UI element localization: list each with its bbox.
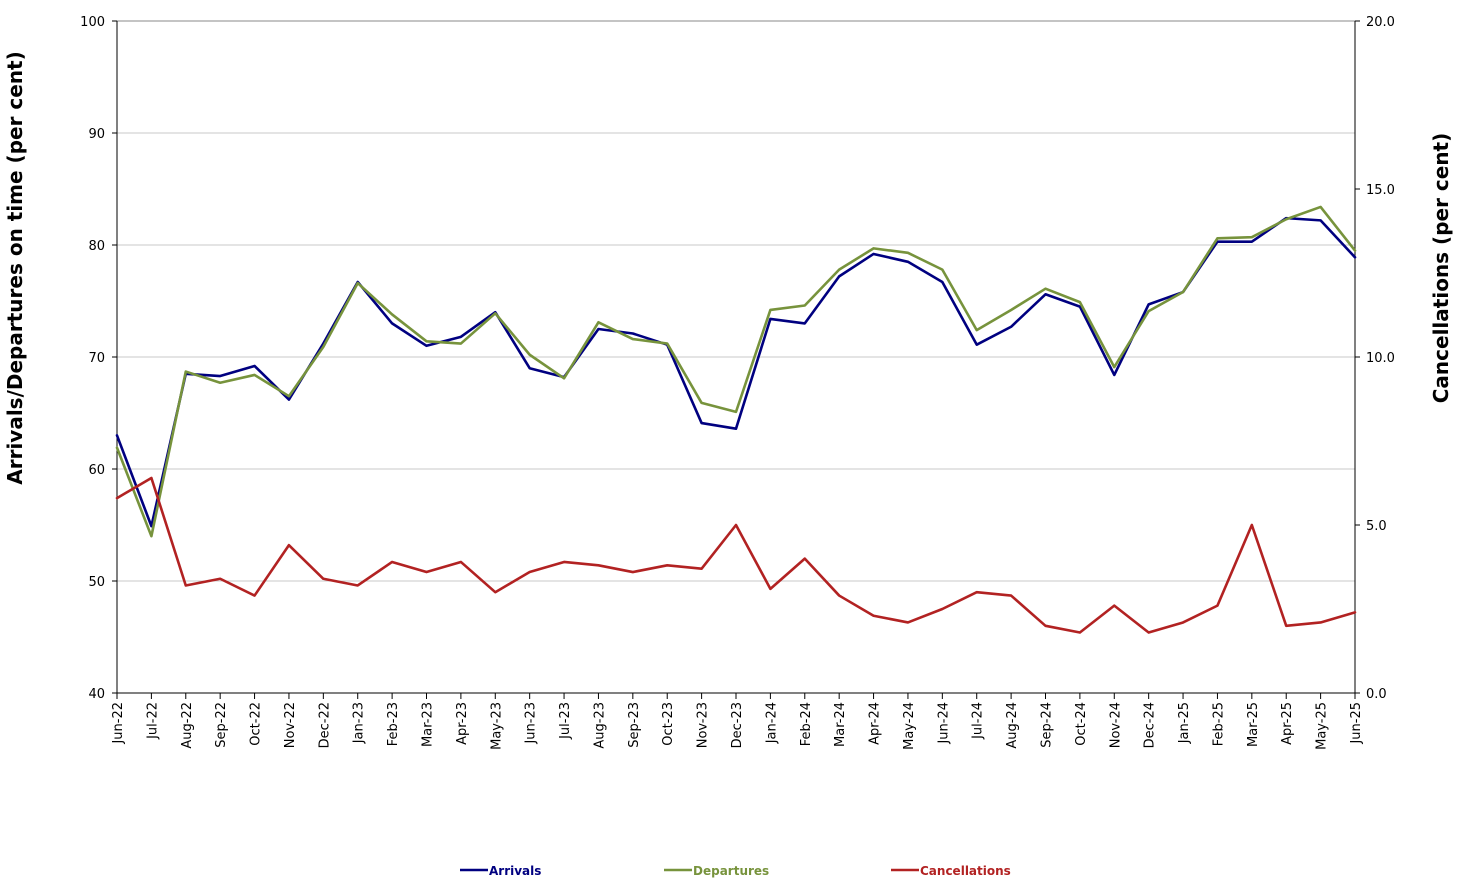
- legend: Arrivals Departures Cancellations: [460, 864, 1011, 878]
- x-axis-tick-label: Nov-22: [283, 702, 298, 748]
- left-axis-tick-label: 50: [88, 575, 105, 590]
- x-axis-tick-label: Nov-24: [1108, 702, 1123, 748]
- right-axis-tick-label: 20.0: [1366, 15, 1395, 30]
- legend-item-departures: Departures: [664, 864, 769, 878]
- legend-label: Arrivals: [489, 864, 541, 878]
- right-axis-tick-labels: 0.0 5.0 10.0 15.0 20.0: [1366, 15, 1395, 702]
- x-axis-tick-label: Jul-23: [558, 702, 573, 740]
- x-axis-tick-label: Sep-23: [627, 702, 642, 748]
- x-axis-tick-label: Aug-24: [1005, 702, 1020, 749]
- x-axis-tick-label: Oct-24: [1074, 702, 1089, 746]
- left-axis-tick-label: 60: [88, 463, 105, 478]
- series-lines: [115, 205, 1357, 634]
- left-axis-tick-label: 100: [80, 15, 105, 30]
- x-axis-tick-label: Jun-23: [524, 702, 539, 745]
- legend-label: Departures: [693, 864, 769, 878]
- x-axis-tick-label: Jan-25: [1177, 702, 1192, 744]
- left-axis-tick-label: 80: [88, 239, 105, 254]
- axes: [112, 20, 1360, 699]
- legend-item-cancellations: Cancellations: [891, 864, 1011, 878]
- right-axis-title: Cancellations (per cent): [1429, 133, 1453, 404]
- x-axis-tick-label: Feb-24: [799, 702, 814, 746]
- right-axis-tick-label: 5.0: [1366, 519, 1387, 534]
- x-axis-tick-label: Sep-24: [1040, 702, 1055, 748]
- left-axis-tick-label: 90: [88, 127, 105, 142]
- x-axis-tick-labels: Jun-22 Jul-22 Aug-22 Sep-22 Oct-22 Nov-22 Dec-…: [111, 702, 1364, 750]
- x-axis-tick-label: Dec-24: [1143, 702, 1158, 748]
- x-axis-tick-label: Jun-25: [1349, 702, 1364, 745]
- x-axis-tick-label: Mar-23: [421, 702, 436, 747]
- x-axis-tick-label: Oct-23: [661, 702, 676, 746]
- x-axis-tick-label: Apr-25: [1280, 702, 1295, 745]
- left-axis-tick-label: 40: [88, 687, 105, 702]
- x-axis-tick-label: Jun-22: [111, 702, 126, 745]
- series-line-departures: [115, 205, 1357, 538]
- x-axis-tick-label: Sep-22: [214, 702, 229, 748]
- x-axis-tick-label: May-24: [902, 702, 917, 750]
- series-line-cancellations: [115, 476, 1357, 634]
- legend-item-arrivals: Arrivals: [460, 864, 541, 878]
- x-axis-tick-label: Aug-22: [180, 702, 195, 749]
- x-axis-tick-label: Jan-24: [764, 702, 779, 744]
- legend-label: Cancellations: [920, 864, 1011, 878]
- right-axis-tick-label: 15.0: [1366, 183, 1395, 198]
- x-axis-tick-label: Jan-23: [352, 702, 367, 744]
- x-axis-tick-label: May-25: [1315, 702, 1330, 750]
- x-axis-tick-label: Oct-22: [249, 702, 264, 746]
- left-axis-title: Arrivals/Departures on time (per cent): [3, 51, 27, 485]
- right-axis-tick-label: 10.0: [1366, 351, 1395, 366]
- gridlines: [117, 20, 1355, 582]
- x-axis-tick-label: Aug-23: [592, 702, 607, 749]
- x-axis-tick-label: Jun-24: [936, 702, 951, 745]
- x-axis-tick-label: Jul-22: [145, 702, 160, 740]
- series-line-arrivals: [115, 216, 1357, 528]
- right-axis-tick-label: 0.0: [1366, 687, 1387, 702]
- left-axis-tick-labels: 40 50 60 70 80 90 100: [80, 15, 105, 702]
- x-axis-tick-label: Apr-24: [868, 702, 883, 745]
- x-axis-tick-label: Nov-23: [696, 702, 711, 748]
- x-axis-tick-label: Mar-24: [833, 702, 848, 747]
- x-axis-tick-label: Dec-23: [730, 702, 745, 748]
- x-axis-tick-label: May-23: [489, 702, 504, 750]
- x-axis-tick-label: Feb-23: [386, 702, 401, 746]
- left-axis-tick-label: 70: [88, 351, 105, 366]
- x-axis-tick-label: Apr-23: [455, 702, 470, 745]
- x-axis-tick-label: Dec-22: [317, 702, 332, 748]
- x-axis-tick-label: Mar-25: [1246, 702, 1261, 747]
- x-axis-tick-label: Feb-25: [1211, 702, 1226, 746]
- x-axis-tick-label: Jul-24: [971, 702, 986, 740]
